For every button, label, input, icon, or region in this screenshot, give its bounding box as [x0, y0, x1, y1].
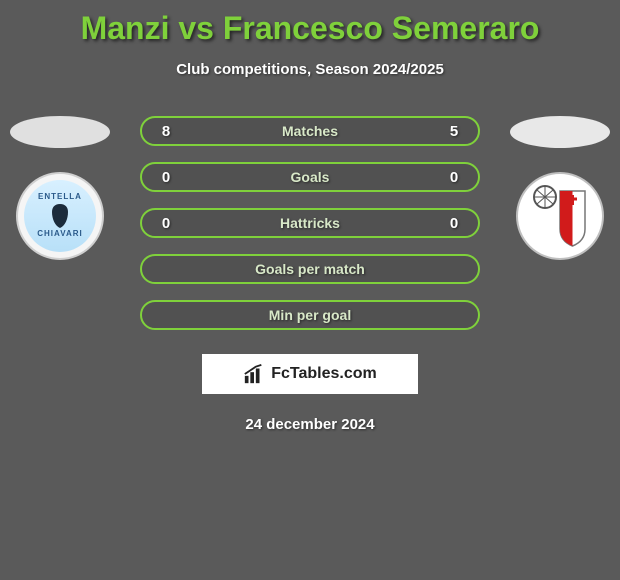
page-title: Manzi vs Francesco Semeraro: [0, 0, 620, 47]
stat-label: Goals: [176, 169, 444, 185]
watermark-text: FcTables.com: [271, 365, 377, 383]
player-right-silhouette: [510, 116, 610, 148]
stat-right-value: 5: [444, 123, 464, 140]
stat-row-min-per-goal: Min per goal: [140, 300, 480, 330]
player-right-zone: [500, 116, 620, 260]
stats-table: 8 Matches 5 0 Goals 0 0 Hattricks 0 Goal…: [140, 116, 480, 330]
watermark: FcTables.com: [202, 354, 418, 394]
stat-left-value: 0: [156, 169, 176, 186]
stat-label: Min per goal: [176, 307, 444, 323]
page-subtitle: Club competitions, Season 2024/2025: [0, 61, 620, 78]
club-right-crest-icon: [525, 181, 595, 251]
club-left-crest-icon: [45, 202, 75, 230]
comparison-area: ENTELLA CHIAVARI 8 Matches 5: [0, 116, 620, 433]
stat-row-hattricks: 0 Hattricks 0: [140, 208, 480, 238]
stat-left-value: 0: [156, 215, 176, 232]
stat-right-value: 0: [444, 215, 464, 232]
stat-label: Hattricks: [176, 215, 444, 231]
footer-date: 24 december 2024: [0, 416, 620, 433]
stat-label: Goals per match: [176, 261, 444, 277]
club-left-name-bottom: CHIAVARI: [37, 230, 82, 239]
player-left-silhouette: [10, 116, 110, 148]
bar-chart-icon: [243, 363, 265, 385]
club-badge-left: ENTELLA CHIAVARI: [16, 172, 104, 260]
stat-right-value: 0: [444, 169, 464, 186]
stat-row-goals: 0 Goals 0: [140, 162, 480, 192]
stat-left-value: 8: [156, 123, 176, 140]
club-badge-right: [516, 172, 604, 260]
stat-row-goals-per-match: Goals per match: [140, 254, 480, 284]
stat-label: Matches: [176, 123, 444, 139]
club-badge-left-inner: ENTELLA CHIAVARI: [24, 180, 96, 252]
player-left-zone: ENTELLA CHIAVARI: [0, 116, 120, 260]
club-left-name-top: ENTELLA: [38, 193, 82, 202]
stat-row-matches: 8 Matches 5: [140, 116, 480, 146]
